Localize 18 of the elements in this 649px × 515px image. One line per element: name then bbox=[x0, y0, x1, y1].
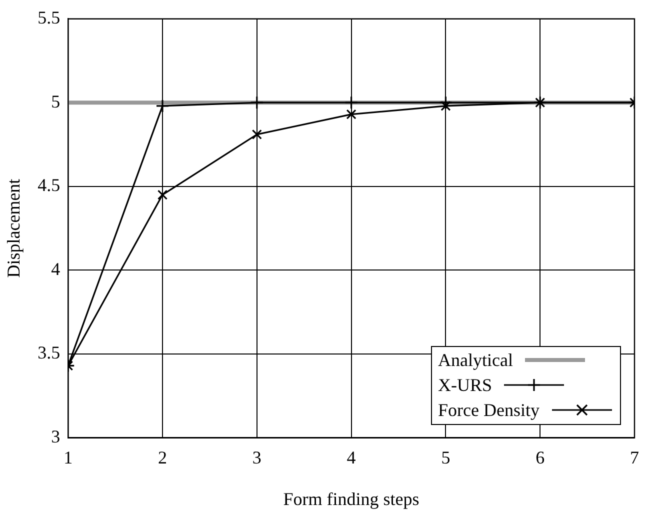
y-tick-label: 4.5 bbox=[38, 175, 60, 196]
x-tick-label: 1 bbox=[64, 447, 73, 468]
y-axis-title: Displacement bbox=[4, 178, 24, 278]
x-axis-title: Form finding steps bbox=[283, 488, 420, 509]
x-tick-label: 7 bbox=[630, 447, 639, 468]
legend-label: X-URS bbox=[438, 374, 492, 396]
x-tick-label: 3 bbox=[252, 447, 262, 468]
x-tick-label: 5 bbox=[441, 447, 450, 468]
y-tick-label: 5.5 bbox=[38, 8, 60, 28]
y-tick-label: 3 bbox=[51, 426, 60, 447]
x-tick-label: 2 bbox=[158, 447, 167, 468]
x-tick-label: 6 bbox=[536, 447, 545, 468]
y-tick-label: 4 bbox=[51, 258, 60, 279]
legend-label: Analytical bbox=[438, 350, 513, 371]
y-tick-label: 3.5 bbox=[38, 342, 60, 363]
legend-label: Force Density bbox=[438, 400, 540, 421]
x-tick-label: 4 bbox=[346, 447, 356, 468]
y-tick-label: 5 bbox=[51, 91, 60, 112]
